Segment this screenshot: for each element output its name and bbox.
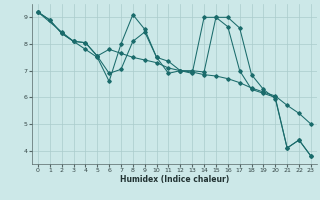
X-axis label: Humidex (Indice chaleur): Humidex (Indice chaleur) xyxy=(120,175,229,184)
